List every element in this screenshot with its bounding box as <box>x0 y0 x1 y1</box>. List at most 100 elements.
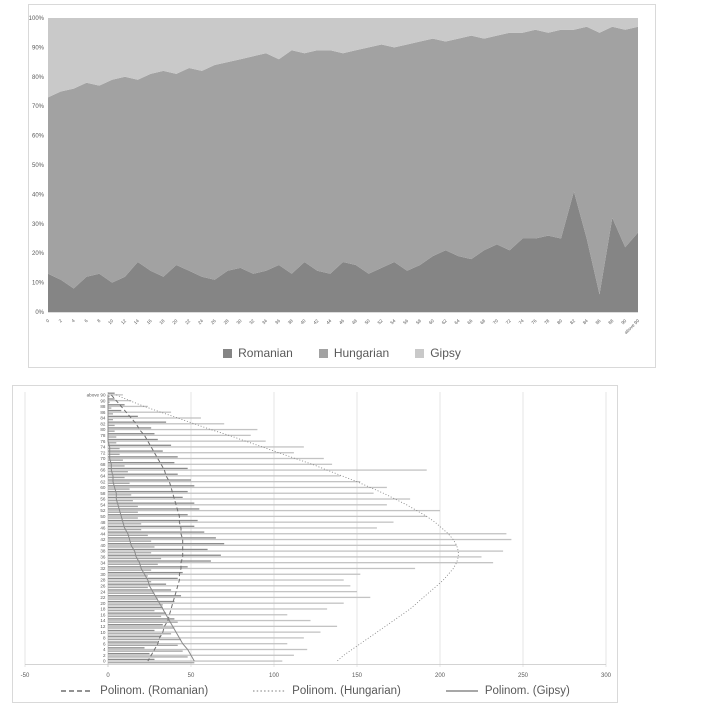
svg-text:46: 46 <box>338 318 345 325</box>
svg-text:78: 78 <box>543 318 550 325</box>
svg-text:80: 80 <box>556 318 563 325</box>
svg-text:26: 26 <box>100 583 106 588</box>
legend-item-polinom-romanian: Polinom. (Romanian) <box>60 685 208 697</box>
svg-text:86: 86 <box>595 318 602 325</box>
ethnic-structure-area-chart-panel: 0% 10% 20% 30% 40% 50% 60% 70% 80% 90% 100% 0 2 4 6 8 10… <box>28 4 656 368</box>
legend-label-polinom-hungarian: Polinom. (Hungarian) <box>292 685 401 697</box>
svg-text:36: 36 <box>274 318 281 325</box>
svg-text:42: 42 <box>100 537 106 542</box>
age-distribution-bar-chart-panel: -50 0 50 100 150 200 250 300 above 90 90 88 86 84 82 8… <box>12 385 618 703</box>
legend-label-polinom-romanian: Polinom. (Romanian) <box>100 685 209 697</box>
svg-text:38: 38 <box>100 549 106 554</box>
svg-text:48: 48 <box>351 318 358 325</box>
svg-text:22: 22 <box>184 318 191 325</box>
svg-text:150: 150 <box>352 673 363 679</box>
svg-text:76: 76 <box>100 439 106 444</box>
dotted-line-icon <box>253 690 286 692</box>
svg-text:40: 40 <box>100 543 106 548</box>
svg-text:30%: 30% <box>32 222 45 228</box>
svg-text:20%: 20% <box>32 251 45 257</box>
svg-text:72: 72 <box>100 450 106 455</box>
legend-label-romanian: Romanian <box>238 346 293 360</box>
svg-text:8: 8 <box>96 318 102 324</box>
svg-text:0: 0 <box>103 659 106 664</box>
svg-text:4: 4 <box>71 318 77 324</box>
svg-text:30: 30 <box>100 572 106 577</box>
svg-text:68: 68 <box>479 318 486 325</box>
svg-text:2: 2 <box>103 653 106 658</box>
svg-text:58: 58 <box>415 318 422 325</box>
svg-text:10%: 10% <box>32 281 45 287</box>
svg-text:300: 300 <box>601 673 612 679</box>
svg-text:100%: 100% <box>29 16 45 22</box>
svg-text:86: 86 <box>100 410 106 415</box>
legend-item-polinom-hungarian: Polinom. (Hungarian) <box>252 685 401 697</box>
svg-text:32: 32 <box>100 566 106 571</box>
svg-text:20: 20 <box>100 601 106 606</box>
svg-text:200: 200 <box>435 673 446 679</box>
svg-text:36: 36 <box>100 555 106 560</box>
svg-text:22: 22 <box>100 595 106 600</box>
svg-text:250: 250 <box>518 673 529 679</box>
hungarian-swatch-icon <box>318 348 328 358</box>
svg-text:26: 26 <box>210 318 217 325</box>
svg-text:50: 50 <box>188 673 195 679</box>
svg-text:68: 68 <box>100 462 106 467</box>
svg-text:34: 34 <box>100 560 106 565</box>
svg-text:64: 64 <box>453 318 460 325</box>
svg-text:28: 28 <box>100 578 106 583</box>
svg-text:8: 8 <box>103 636 106 641</box>
svg-text:44: 44 <box>100 531 106 536</box>
svg-text:70: 70 <box>492 318 499 325</box>
legend-item-hungarian: Hungarian <box>318 346 390 360</box>
svg-text:4: 4 <box>103 647 106 652</box>
svg-text:54: 54 <box>389 318 396 325</box>
svg-text:6: 6 <box>103 641 106 646</box>
svg-text:28: 28 <box>223 318 230 325</box>
svg-text:74: 74 <box>518 318 525 325</box>
legend-label-polinom-gipsy: Polinom. (Gipsy) <box>484 685 570 697</box>
legend-label-hungarian: Hungarian <box>333 346 390 360</box>
svg-text:62: 62 <box>441 318 448 325</box>
legend-item-gipsy: Gipsy <box>415 346 461 360</box>
svg-text:76: 76 <box>530 318 537 325</box>
svg-text:24: 24 <box>197 318 204 325</box>
svg-text:70%: 70% <box>32 104 45 110</box>
svg-text:58: 58 <box>100 491 106 496</box>
svg-text:54: 54 <box>100 502 106 507</box>
svg-text:20: 20 <box>171 318 178 325</box>
svg-text:60: 60 <box>428 318 435 325</box>
svg-text:34: 34 <box>261 318 268 325</box>
svg-text:12: 12 <box>120 318 127 325</box>
svg-text:2: 2 <box>58 318 64 324</box>
svg-text:24: 24 <box>100 589 106 594</box>
svg-text:100: 100 <box>269 673 280 679</box>
svg-text:90: 90 <box>100 398 106 403</box>
svg-text:90: 90 <box>620 318 627 325</box>
svg-text:84: 84 <box>582 318 589 325</box>
svg-text:44: 44 <box>325 318 332 325</box>
svg-text:38: 38 <box>287 318 294 325</box>
trendline-legend: Polinom. (Romanian) Polinom. (Hungarian)… <box>13 685 617 697</box>
svg-text:12: 12 <box>100 624 106 629</box>
svg-text:66: 66 <box>100 468 106 473</box>
svg-text:30: 30 <box>235 318 242 325</box>
svg-text:10: 10 <box>107 318 114 325</box>
legend-item-romanian: Romanian <box>223 346 293 360</box>
svg-text:88: 88 <box>607 318 614 325</box>
svg-text:52: 52 <box>100 508 106 513</box>
svg-text:70: 70 <box>100 456 106 461</box>
svg-text:-50: -50 <box>21 673 30 679</box>
svg-text:0%: 0% <box>35 310 44 316</box>
svg-text:74: 74 <box>100 445 106 450</box>
svg-text:84: 84 <box>100 416 106 421</box>
svg-text:0: 0 <box>106 673 110 679</box>
svg-text:50: 50 <box>364 318 371 325</box>
svg-text:80: 80 <box>100 427 106 432</box>
svg-text:40%: 40% <box>32 192 45 198</box>
svg-text:78: 78 <box>100 433 106 438</box>
svg-text:42: 42 <box>312 318 319 325</box>
svg-text:14: 14 <box>133 318 140 325</box>
